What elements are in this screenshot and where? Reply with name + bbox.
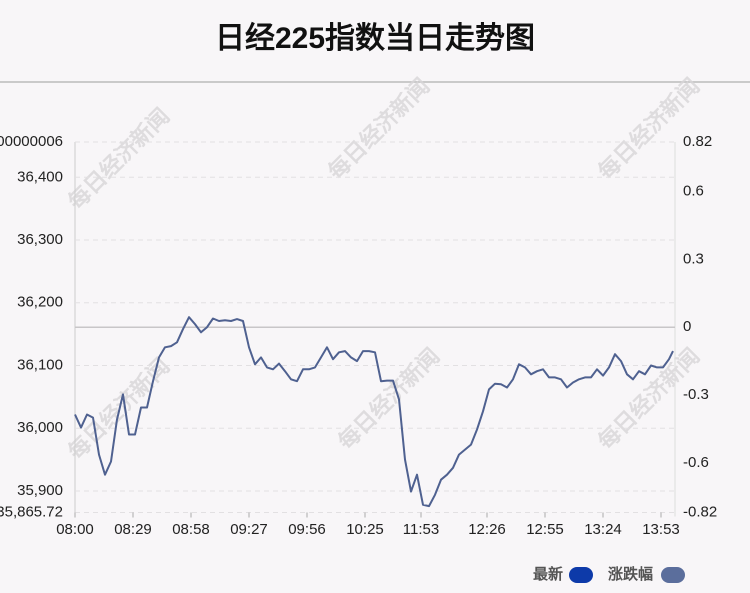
x-tick-label: 09:27 (230, 521, 268, 538)
x-tick-label: 08:58 (172, 521, 210, 538)
legend-label: 涨跌幅 (608, 565, 653, 583)
x-tick-label: 13:53 (642, 521, 680, 538)
y2-tick-label: 0.3 (683, 250, 704, 267)
legend-swatch (569, 567, 593, 583)
y-tick-label: 35,900 (17, 482, 63, 499)
y2-tick-label: 0.82 (683, 133, 712, 150)
y-tick-label: 36,100 (17, 356, 63, 373)
x-tick-label: 12:55 (526, 521, 564, 538)
y-tick-label: 36,456.260000000006 (0, 133, 63, 150)
y2-tick-label: -0.82 (683, 503, 717, 520)
y2-tick-label: -0.6 (683, 454, 709, 471)
y-tick-label: 36,000 (17, 419, 63, 436)
y-tick-label: 36,200 (17, 294, 63, 311)
x-tick-label: 12:26 (468, 521, 506, 538)
y2-tick-label: -0.3 (683, 386, 709, 403)
x-tick-label: 08:29 (114, 521, 152, 538)
legend-swatch (661, 567, 685, 583)
legend-label: 最新 (533, 565, 563, 583)
x-tick-label: 10:25 (346, 521, 384, 538)
x-tick-label: 08:00 (56, 521, 94, 538)
x-tick-label: 09:56 (288, 521, 326, 538)
x-tick-label: 13:24 (584, 521, 622, 538)
y2-tick-label: 0.6 (683, 183, 704, 200)
x-tick-label: 11:53 (403, 521, 439, 538)
y2-tick-label: 0 (683, 318, 691, 335)
y-tick-label: 35,865.72 (0, 503, 63, 520)
price-line (74, 316, 674, 508)
y-tick-label: 36,400 (17, 168, 63, 185)
y-tick-label: 36,300 (17, 231, 63, 248)
chart-title: 日经225指数当日走势图 (215, 21, 535, 55)
